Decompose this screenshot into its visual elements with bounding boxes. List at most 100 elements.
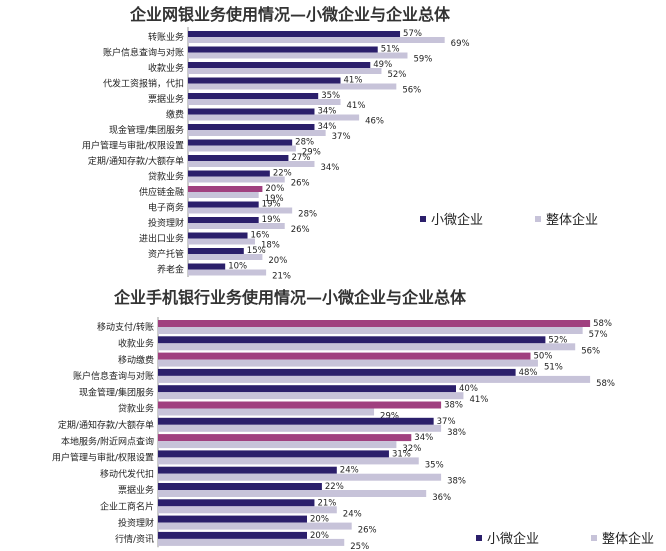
- value-label-total: 19%: [265, 194, 284, 204]
- bar-small-enterprise: [158, 385, 456, 393]
- bar-small-enterprise: [188, 77, 341, 84]
- bar-small-enterprise: [158, 368, 516, 376]
- value-label-small: 35%: [321, 91, 340, 101]
- value-label-total: 26%: [291, 225, 310, 235]
- bar-total-enterprise: [158, 343, 576, 351]
- category-label: 养老金: [157, 263, 184, 275]
- value-label-small: 38%: [444, 401, 463, 411]
- value-label-total: 38%: [447, 428, 466, 438]
- category-label: 账户信息查询与对账: [73, 370, 154, 382]
- value-label-total: 20%: [268, 256, 287, 266]
- bar-small-enterprise: [188, 263, 226, 270]
- value-label-small: 34%: [414, 433, 433, 443]
- bar-total-enterprise: [158, 457, 419, 465]
- bar-total-enterprise: [188, 161, 315, 167]
- value-label-total: 51%: [544, 363, 563, 373]
- value-label-small: 10%: [228, 262, 247, 272]
- bar-total-enterprise: [188, 269, 267, 276]
- bar-total-enterprise: [158, 359, 538, 367]
- legend-swatch-total: [535, 216, 541, 222]
- value-label-small: 40%: [459, 384, 478, 394]
- bar-total-enterprise: [188, 37, 445, 43]
- chart-1-title: 企业网银业务使用情况—小微企业与企业总体: [129, 5, 451, 24]
- legend-label-total: 整体企业: [546, 212, 598, 228]
- bar-total-enterprise: [158, 441, 397, 449]
- bar-small-enterprise: [188, 217, 259, 223]
- value-label-small: 19%: [262, 200, 281, 210]
- value-label-small: 15%: [247, 246, 266, 256]
- value-label-small: 34%: [317, 122, 336, 132]
- value-label-small: 21%: [317, 498, 336, 508]
- bar-small-enterprise: [188, 31, 401, 37]
- bar-small-enterprise: [188, 170, 270, 177]
- category-label: 移动支付/转账: [97, 321, 154, 333]
- value-label-small: 51%: [381, 45, 400, 55]
- category-label: 进出口业务: [139, 232, 184, 244]
- category-label: 转账业务: [148, 31, 184, 43]
- category-label: 现金管理/集团服务: [109, 124, 184, 136]
- value-label-small: 34%: [317, 107, 336, 117]
- value-label-total: 52%: [387, 70, 406, 80]
- value-label-total: 56%: [581, 346, 600, 356]
- legend-swatch-total: [591, 535, 597, 541]
- value-label-small: 28%: [295, 138, 314, 148]
- bar-total-enterprise: [158, 327, 583, 334]
- value-label-total: 24%: [343, 509, 362, 519]
- category-label: 代发工资报销，代扣: [103, 77, 184, 89]
- bar-small-enterprise: [188, 62, 371, 68]
- chart-2-title: 企业手机银行业务使用情况—小微企业与企业总体: [113, 288, 467, 307]
- value-label-total: 41%: [347, 101, 366, 111]
- value-label-total: 21%: [272, 272, 291, 282]
- bar-total-enterprise: [158, 424, 442, 432]
- value-label-total: 41%: [469, 395, 488, 405]
- bar-small-enterprise: [188, 124, 315, 130]
- category-label: 资产托管: [148, 248, 184, 260]
- value-label-total: 28%: [298, 210, 317, 220]
- category-label: 行情/资讯: [115, 533, 154, 545]
- category-label: 用户管理与审批/权限设置: [52, 452, 154, 464]
- bar-small-enterprise: [188, 46, 378, 53]
- chart-2-legend: 小微企业 整体企业: [476, 531, 654, 547]
- bar-total-enterprise: [188, 83, 397, 90]
- value-label-total: 29%: [302, 148, 321, 158]
- bar-total-enterprise: [188, 176, 285, 183]
- legend-swatch-small: [476, 535, 482, 541]
- bar-total-enterprise: [158, 392, 464, 400]
- value-label-total: 56%: [402, 86, 421, 96]
- bar-small-enterprise: [188, 139, 293, 146]
- bar-small-enterprise: [188, 108, 315, 115]
- bar-total-enterprise: [158, 473, 442, 481]
- bar-small-enterprise: [188, 201, 259, 208]
- category-label: 本地服务/附近网点查询: [61, 435, 154, 447]
- value-label-total: 29%: [380, 412, 399, 422]
- bar-small-enterprise: [158, 499, 315, 507]
- bar-total-enterprise: [158, 522, 352, 530]
- value-label-total: 26%: [358, 526, 377, 536]
- bar-total-enterprise: [188, 207, 293, 214]
- value-label-total: 25%: [350, 542, 369, 551]
- category-label: 供应链金融: [139, 186, 184, 198]
- category-label: 贷款业务: [118, 403, 154, 415]
- bar-total-enterprise: [188, 99, 341, 105]
- value-label-total: 46%: [365, 117, 384, 127]
- bar-small-enterprise: [158, 434, 412, 442]
- chart-2-plot: 移动支付/转账 58%57%收款业务 52%56%移动缴费 50%51%账户信息查询与…: [52, 317, 615, 551]
- bar-small-enterprise: [188, 248, 244, 254]
- category-label: 移动缴费: [118, 354, 154, 366]
- value-label-total: 36%: [432, 493, 451, 503]
- value-label-total: 57%: [589, 330, 608, 340]
- bar-small-enterprise: [158, 531, 307, 539]
- bar-total-enterprise: [158, 538, 345, 546]
- category-label: 收款业务: [118, 337, 154, 349]
- category-label: 定期/通知存款/大额存单: [88, 155, 184, 167]
- bar-total-enterprise: [158, 408, 375, 416]
- bar-total-enterprise: [158, 506, 337, 514]
- value-label-total: 26%: [291, 179, 310, 189]
- legend-swatch-small: [420, 216, 426, 222]
- bar-small-enterprise: [188, 232, 248, 239]
- value-label-small: 16%: [251, 231, 270, 241]
- value-label-small: 48%: [519, 368, 538, 378]
- bar-total-enterprise: [188, 145, 296, 152]
- value-label-total: 32%: [402, 444, 421, 454]
